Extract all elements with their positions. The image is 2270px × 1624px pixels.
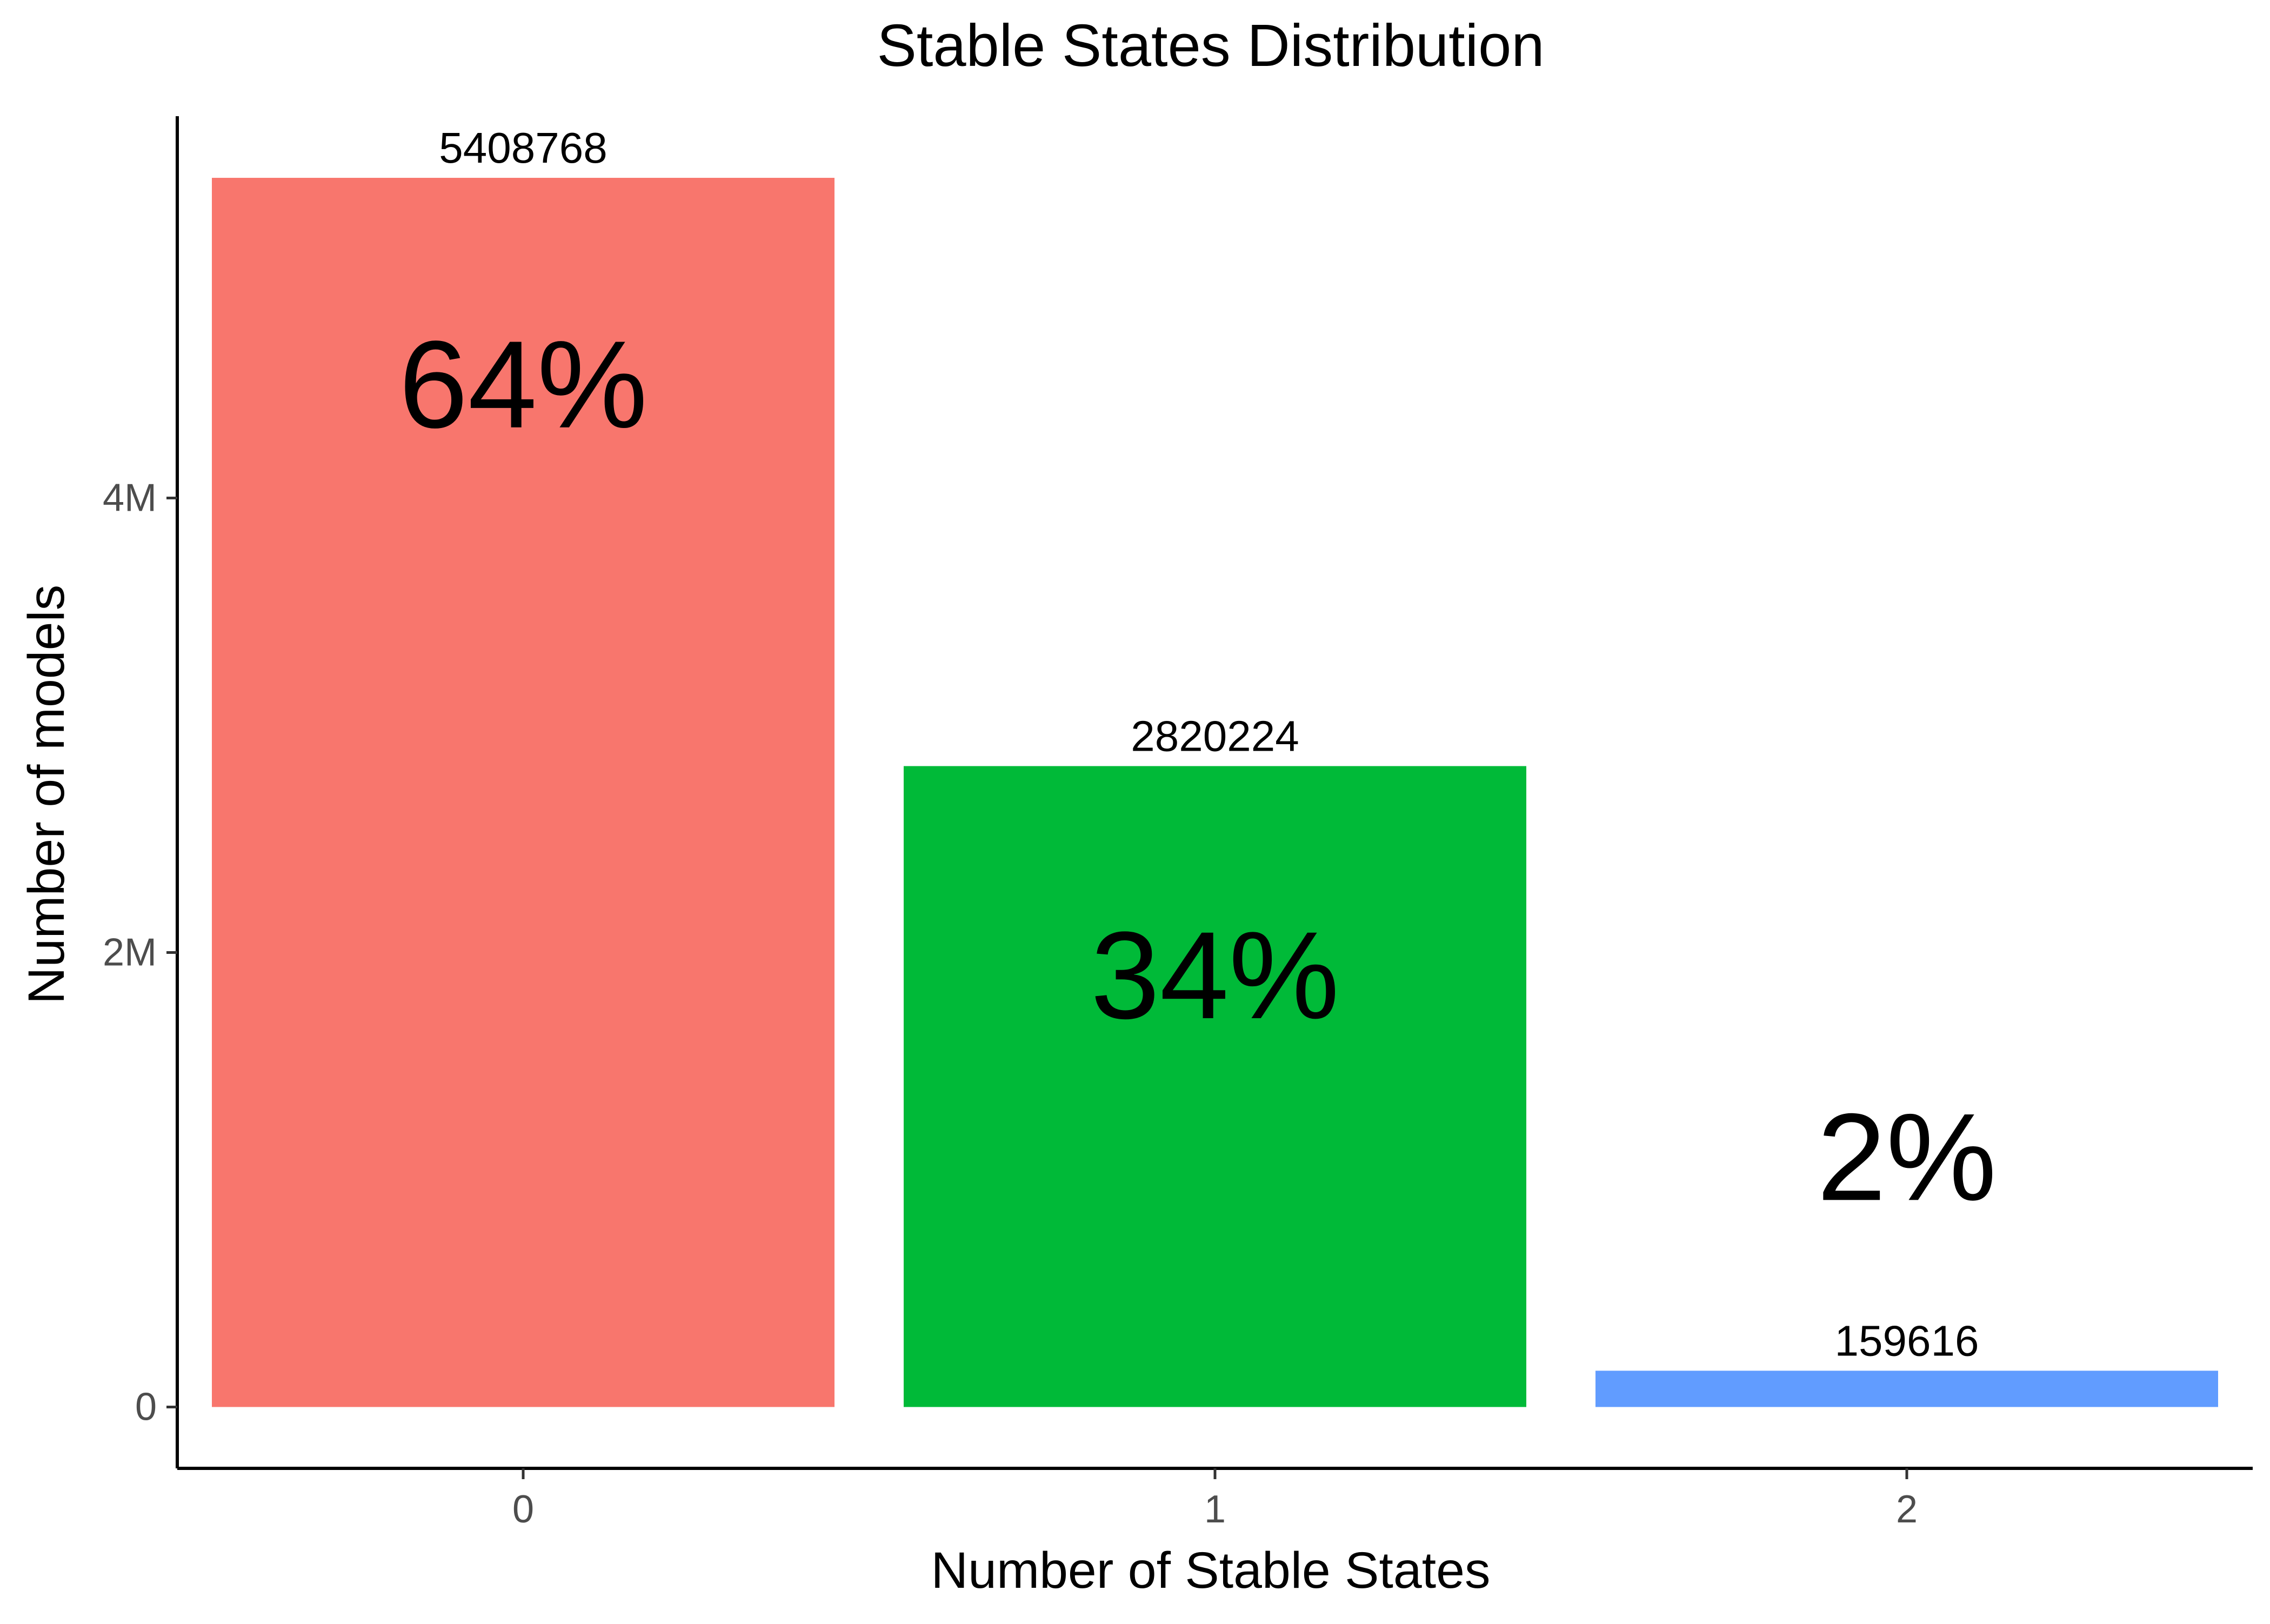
y-tick-label: 4M — [103, 476, 157, 519]
labels-layer: 5408768 64% 2820224 34% 159616 2% — [399, 124, 1997, 1365]
chart-title: Stable States Distribution — [877, 12, 1544, 79]
x-axis-label: Number of Stable States — [931, 1542, 1491, 1599]
percent-label-2: 2% — [1817, 1087, 1997, 1226]
x-tick-label: 0 — [512, 1488, 534, 1531]
axes-layer: 0 2M 4M 0 1 2 — [103, 116, 2253, 1531]
bar-0 — [212, 178, 834, 1407]
x-tick-label: 2 — [1896, 1488, 1918, 1531]
value-label-0: 5408768 — [439, 124, 607, 172]
value-label-2: 159616 — [1835, 1316, 1979, 1365]
y-axis-label: Number of models — [18, 585, 75, 1004]
percent-label-1: 34% — [1091, 906, 1339, 1045]
value-label-1: 2820224 — [1131, 712, 1299, 760]
x-tick-label: 1 — [1204, 1488, 1226, 1531]
percent-label-0: 64% — [399, 315, 647, 454]
bar-1 — [904, 766, 1526, 1407]
bar-2 — [1595, 1371, 2218, 1407]
y-tick-label: 0 — [135, 1385, 157, 1428]
y-tick-label: 2M — [103, 931, 157, 974]
bars-layer — [212, 178, 2218, 1407]
